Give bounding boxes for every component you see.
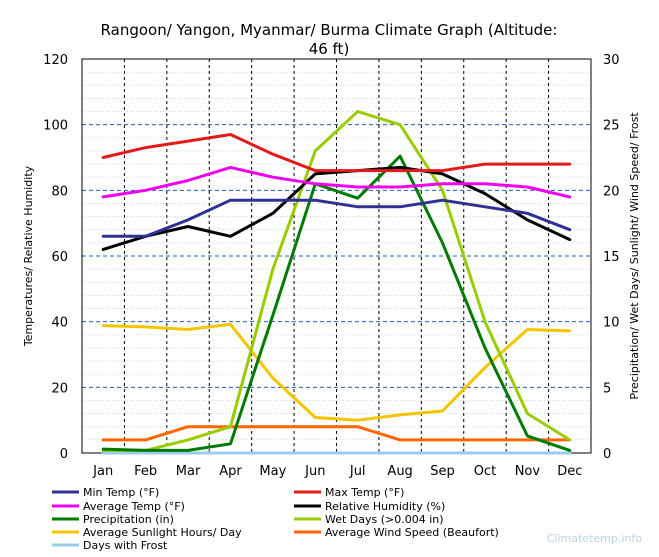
y-tick-right-label: 0 [603, 447, 611, 462]
series-line-0 [101, 198, 572, 238]
x-tick-label: Nov [515, 464, 541, 479]
watermark: Climatetemp.info [547, 532, 643, 545]
legend: Min Temp (°F) Max Temp (°F) Average Temp (… [52, 486, 499, 552]
legend-label: Days with Frost [83, 539, 168, 552]
legend-label: Relative Humidity (%) [325, 500, 445, 513]
y-tick-right-label: 10 [603, 316, 620, 331]
legend-label: Max Temp (°F) [325, 486, 404, 499]
x-tick-label: Apr [219, 464, 242, 479]
x-tick-label: May [259, 464, 286, 479]
x-tick-label: Feb [134, 464, 157, 479]
series-line-4 [101, 154, 572, 452]
y-tick-right-label: 25 [603, 119, 620, 134]
x-tick-label: Jul [349, 464, 366, 479]
y-tick-right-label: 5 [603, 381, 611, 396]
watermark-bg [538, 527, 646, 547]
chart-title-line2: 46 ft) [309, 40, 350, 58]
x-tick-label: Jan [92, 464, 113, 479]
legend-label: Min Temp (°F) [83, 486, 159, 499]
series-line-5 [101, 110, 572, 452]
x-tick-label: Jun [304, 464, 325, 479]
series-line-1 [101, 133, 572, 173]
legend-label: Wet Days (>0.004 in) [325, 513, 444, 526]
y-axis-left-label: Temperatures/ Relative Humidity [22, 165, 35, 347]
legend-label: Average Temp (°F) [83, 500, 185, 513]
legend-label: Precipitation (in) [83, 513, 174, 526]
series-lines [101, 110, 572, 455]
x-axis: Jan Feb Mar Apr May Jun Jul Aug Sep Oct Nov Dec [92, 464, 582, 479]
y-tick-right-label: 30 [603, 53, 620, 68]
legend-label: Average Wind Speed (Beaufort) [325, 526, 499, 539]
series-line-7 [101, 425, 572, 442]
y-tick-left-label: 80 [51, 184, 68, 199]
x-tick-label: Aug [387, 464, 412, 479]
y-axis-left: 0 20 40 60 80 100 120 [43, 53, 68, 462]
x-tick-label: Sep [430, 464, 455, 479]
y-tick-left-label: 20 [51, 381, 68, 396]
grid [82, 59, 591, 453]
series-line-2 [101, 165, 572, 199]
chart-title-line1: Rangoon/ Yangon, Myanmar/ Burma Climate … [101, 21, 558, 39]
y-tick-left-label: 60 [51, 250, 68, 265]
legend-label: Average Sunlight Hours/ Day [83, 526, 242, 539]
y-axis-right-label: Precipitation/ Wet Days/ Sunlight/ Wind … [628, 112, 641, 400]
x-tick-label: Dec [557, 464, 582, 479]
y-tick-left-label: 100 [43, 119, 68, 134]
y-tick-right-label: 15 [603, 250, 620, 265]
y-tick-left-label: 40 [51, 316, 68, 331]
y-tick-left-label: 0 [60, 447, 68, 462]
y-axis-right: 0 5 10 15 20 25 30 [603, 53, 620, 462]
y-tick-left-label: 120 [43, 53, 68, 68]
x-tick-label: Oct [474, 464, 496, 479]
y-tick-right-label: 20 [603, 184, 620, 199]
series-line-3 [101, 165, 572, 251]
x-tick-label: Mar [176, 464, 201, 479]
